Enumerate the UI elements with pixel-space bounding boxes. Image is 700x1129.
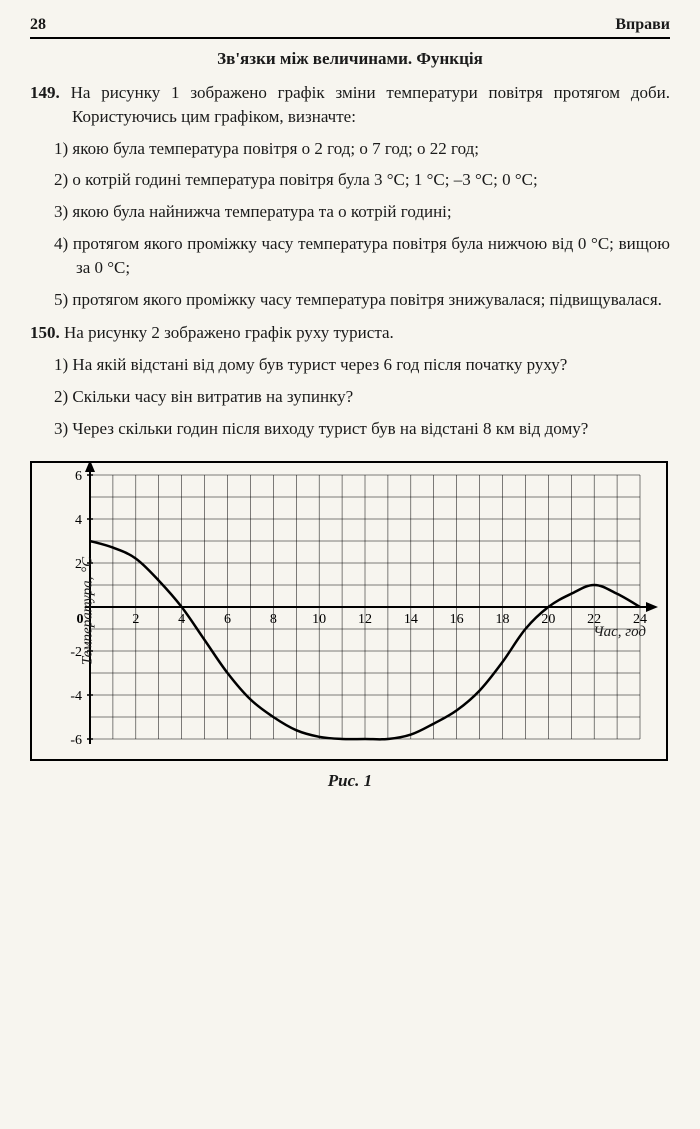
svg-text:10: 10 xyxy=(312,612,326,627)
problem-149-item-2: 2) о котрій годині температура повітря б… xyxy=(30,168,670,192)
svg-text:8: 8 xyxy=(270,612,277,627)
svg-text:4: 4 xyxy=(178,612,185,627)
problem-150-number: 150. xyxy=(30,323,60,342)
problem-150-item-1: 1) На якій відстані від дому був турист … xyxy=(30,353,670,377)
chart-ylabel: Температура, °C xyxy=(80,556,97,664)
problem-150-intro: 150. На рисунку 2 зображено графік руху … xyxy=(30,321,670,345)
svg-text:4: 4 xyxy=(75,513,82,528)
svg-text:16: 16 xyxy=(450,612,464,627)
problem-149-intro: 149. На рисунку 1 зображено графік зміни… xyxy=(30,81,670,129)
svg-text:2: 2 xyxy=(132,612,139,627)
chart-caption: Рис. 1 xyxy=(30,771,670,791)
svg-text:20: 20 xyxy=(541,612,555,627)
svg-text:14: 14 xyxy=(404,612,418,627)
svg-text:-4: -4 xyxy=(70,689,82,704)
problem-150-item-3: 3) Через скільки годин після виходу тури… xyxy=(30,417,670,441)
chart-svg: 024681012141618202224246-2-4-6 xyxy=(32,463,666,759)
section-title: Зв'язки між величинами. Функція xyxy=(30,49,670,69)
problem-149-item-4: 4) протягом якого проміжку часу температ… xyxy=(30,232,670,280)
page-header: 28 Вправи xyxy=(30,16,670,39)
problem-149-item-5: 5) протягом якого проміжку часу температ… xyxy=(30,288,670,312)
section-label: Вправи xyxy=(615,16,670,34)
svg-text:-6: -6 xyxy=(70,733,82,748)
svg-text:6: 6 xyxy=(224,612,231,627)
problem-149-text: На рисунку 1 зображено графік зміни темп… xyxy=(71,83,670,126)
svg-text:18: 18 xyxy=(496,612,510,627)
problem-150-text: На рисунку 2 зображено графік руху турис… xyxy=(64,323,394,342)
problem-149: 149. На рисунку 1 зображено графік зміни… xyxy=(30,81,670,311)
svg-text:12: 12 xyxy=(358,612,372,627)
svg-text:6: 6 xyxy=(75,469,82,484)
problem-149-number: 149. xyxy=(30,83,60,102)
problem-150: 150. На рисунку 2 зображено графік руху … xyxy=(30,321,670,440)
chart-xlabel: Час, год xyxy=(593,624,646,641)
temperature-chart: Температура, °C 024681012141618202224246… xyxy=(30,461,668,761)
problem-149-item-3: 3) якою була найнижча температура та о к… xyxy=(30,200,670,224)
problem-150-item-2: 2) Скільки часу він витратив на зупинку? xyxy=(30,385,670,409)
page-number: 28 xyxy=(30,16,46,34)
problem-149-item-1: 1) якою була температура повітря о 2 год… xyxy=(30,137,670,161)
